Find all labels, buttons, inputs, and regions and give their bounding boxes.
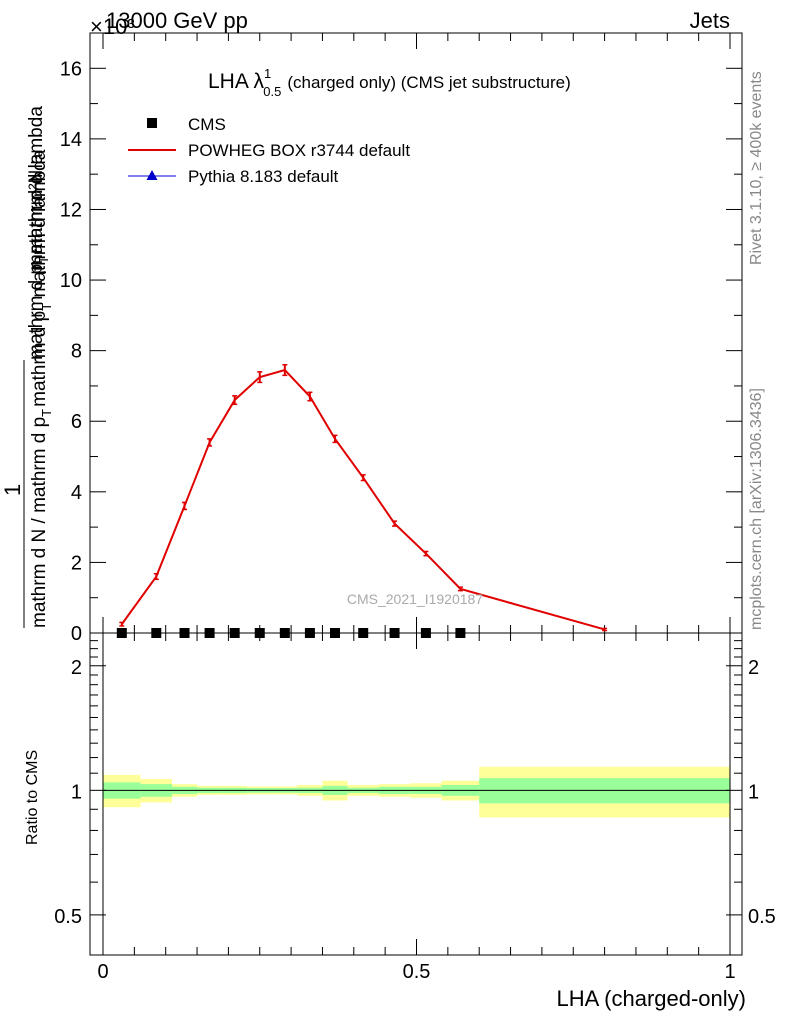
legend-pythia-label: Pythia 8.183 default (188, 167, 339, 186)
legend: CMS POWHEG BOX r3744 default Pythia 8.18… (128, 115, 410, 186)
ratio-xtick-label: 0 (97, 961, 108, 983)
ylabel-den-text: mathrm d N / mathrm d p (29, 417, 50, 628)
cms-point (455, 628, 466, 638)
cms-point (279, 628, 290, 638)
mcplots-label: mcplots.cern.ch [arXiv:1306.3436] (748, 388, 765, 630)
legend-pythia-marker (146, 170, 158, 180)
legend-powheg-label: POWHEG BOX r3744 default (188, 141, 410, 160)
main-ytick-label: 4 (71, 482, 82, 504)
main-ytick-label: 12 (60, 199, 82, 221)
ylabel-mid: mathrm d pTmathrm d lambda (26, 106, 51, 360)
ratio-ytick-label: 0.5 (54, 906, 82, 928)
cms-point (204, 628, 215, 638)
main-ytick-label: 14 (60, 129, 82, 151)
ylabel-den2-text: mathrm d p (29, 311, 50, 407)
cms-point (329, 628, 340, 638)
cms-point (358, 628, 369, 638)
ratio-ylabel: Ratio to CMS (24, 750, 41, 845)
energy-label: 13000 GeV pp (106, 8, 248, 33)
ratio-ytick-label-right: 2 (748, 657, 759, 679)
cms-point (179, 628, 190, 638)
cms-point (304, 628, 315, 638)
ratio-ytick-label: 1 (71, 781, 82, 803)
legend-cms-marker (147, 118, 157, 128)
ratio-xtick-label: 0.5 (403, 961, 431, 983)
plot-title-main: LHA λ (208, 70, 265, 93)
plot-title: LHA λ1 0.5 (charged only) (CMS jet substru… (208, 66, 571, 99)
analysis-watermark: CMS_2021_I1920187 (347, 591, 483, 607)
ylabel-den2-sub: T (39, 303, 54, 311)
main-ytick-label: 16 (60, 58, 82, 80)
ylabel-mid-rest: mathrm d lambda (26, 106, 47, 254)
main-ytick-label: 2 (71, 552, 82, 574)
ylabel-denominator: mathrm d N / mathrm d pTmathrm d pT math… (29, 149, 54, 628)
process-label: Jets (690, 8, 730, 33)
cms-point (420, 628, 431, 638)
cms-point (254, 628, 265, 638)
ylabel-mid-text: mathrm d p (26, 264, 47, 360)
ylabel-numerator-text: mathrm d²N (26, 170, 47, 270)
ylabel-den-sub: T (39, 409, 54, 417)
main-ytick-label: 6 (71, 411, 82, 433)
ratio-ytick-label: 2 (71, 657, 82, 679)
legend-cms-label: CMS (188, 115, 226, 134)
main-ytick-label: 8 (71, 341, 82, 363)
rivet-label: Rivet 3.1.10, ≥ 400k events (748, 71, 765, 265)
cms-point (116, 628, 127, 638)
ylabel-mid-sub: T (36, 256, 51, 264)
ratio-xtick-label: 1 (724, 961, 735, 983)
plot-title-sub: 0.5 (263, 84, 281, 99)
cms-point (389, 628, 400, 638)
ylabel-den3-text: mathrm d lambda (29, 149, 50, 303)
main-ytick-label: 10 (60, 270, 82, 292)
plot-title-sup: 1 (264, 66, 271, 81)
cms-point (229, 628, 240, 638)
plot-title-rest: (charged only) (CMS jet substructure) (287, 73, 570, 92)
ratio-ytick-label-right: 0.5 (748, 906, 776, 928)
ylabel-numerator: mathrm d²N (26, 170, 47, 270)
powheg-line (120, 368, 605, 631)
xlabel: LHA (charged-only) (556, 986, 746, 1011)
ratio-ytick-label-right: 1 (748, 781, 759, 803)
exponent-label: ×10³ (90, 14, 135, 39)
cms-point (151, 628, 162, 638)
ylabel-one: 1 (0, 484, 25, 496)
main-ytick-label: 0 (71, 623, 82, 645)
